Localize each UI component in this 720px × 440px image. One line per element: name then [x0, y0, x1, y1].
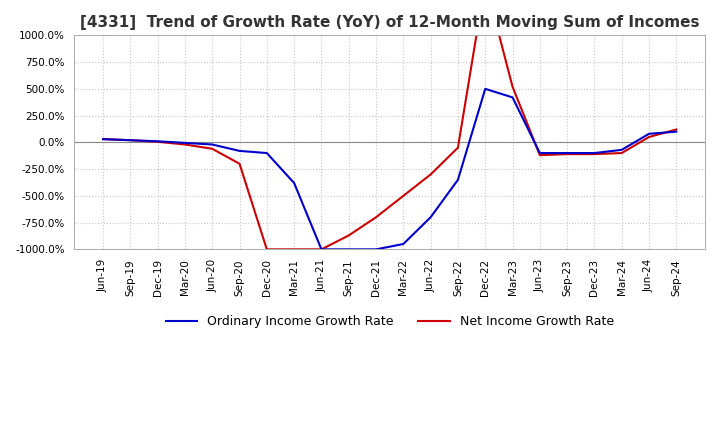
Ordinary Income Growth Rate [481, 86, 490, 92]
Net Income Growth Rate [126, 138, 135, 143]
Net Income Growth Rate [99, 136, 107, 142]
Line: Net Income Growth Rate: Net Income Growth Rate [103, 0, 676, 249]
Ordinary Income Growth Rate [426, 215, 435, 220]
Net Income Growth Rate [263, 247, 271, 252]
Ordinary Income Growth Rate [454, 177, 462, 183]
Line: Ordinary Income Growth Rate: Ordinary Income Growth Rate [103, 89, 676, 249]
Title: [4331]  Trend of Growth Rate (YoY) of 12-Month Moving Sum of Incomes: [4331] Trend of Growth Rate (YoY) of 12-… [80, 15, 699, 30]
Ordinary Income Growth Rate [235, 148, 244, 154]
Net Income Growth Rate [153, 139, 162, 144]
Net Income Growth Rate [644, 134, 653, 139]
Net Income Growth Rate [181, 142, 189, 147]
Net Income Growth Rate [290, 247, 299, 252]
Net Income Growth Rate [508, 84, 517, 89]
Net Income Growth Rate [235, 161, 244, 166]
Ordinary Income Growth Rate [536, 150, 544, 156]
Net Income Growth Rate [208, 146, 217, 151]
Net Income Growth Rate [372, 215, 380, 220]
Ordinary Income Growth Rate [372, 247, 380, 252]
Net Income Growth Rate [563, 151, 572, 157]
Net Income Growth Rate [399, 193, 408, 198]
Net Income Growth Rate [454, 145, 462, 150]
Legend: Ordinary Income Growth Rate, Net Income Growth Rate: Ordinary Income Growth Rate, Net Income … [161, 310, 618, 333]
Ordinary Income Growth Rate [508, 95, 517, 100]
Net Income Growth Rate [344, 233, 353, 238]
Ordinary Income Growth Rate [590, 150, 599, 156]
Ordinary Income Growth Rate [317, 247, 325, 252]
Net Income Growth Rate [426, 172, 435, 177]
Net Income Growth Rate [590, 151, 599, 157]
Ordinary Income Growth Rate [290, 180, 299, 186]
Ordinary Income Growth Rate [563, 150, 572, 156]
Ordinary Income Growth Rate [126, 138, 135, 143]
Net Income Growth Rate [618, 150, 626, 156]
Ordinary Income Growth Rate [263, 150, 271, 156]
Ordinary Income Growth Rate [153, 139, 162, 144]
Net Income Growth Rate [317, 247, 325, 252]
Net Income Growth Rate [536, 153, 544, 158]
Ordinary Income Growth Rate [208, 142, 217, 147]
Ordinary Income Growth Rate [181, 140, 189, 146]
Ordinary Income Growth Rate [618, 147, 626, 153]
Net Income Growth Rate [672, 127, 680, 132]
Ordinary Income Growth Rate [399, 242, 408, 247]
Ordinary Income Growth Rate [644, 131, 653, 136]
Ordinary Income Growth Rate [344, 247, 353, 252]
Ordinary Income Growth Rate [672, 129, 680, 134]
Ordinary Income Growth Rate [99, 136, 107, 142]
